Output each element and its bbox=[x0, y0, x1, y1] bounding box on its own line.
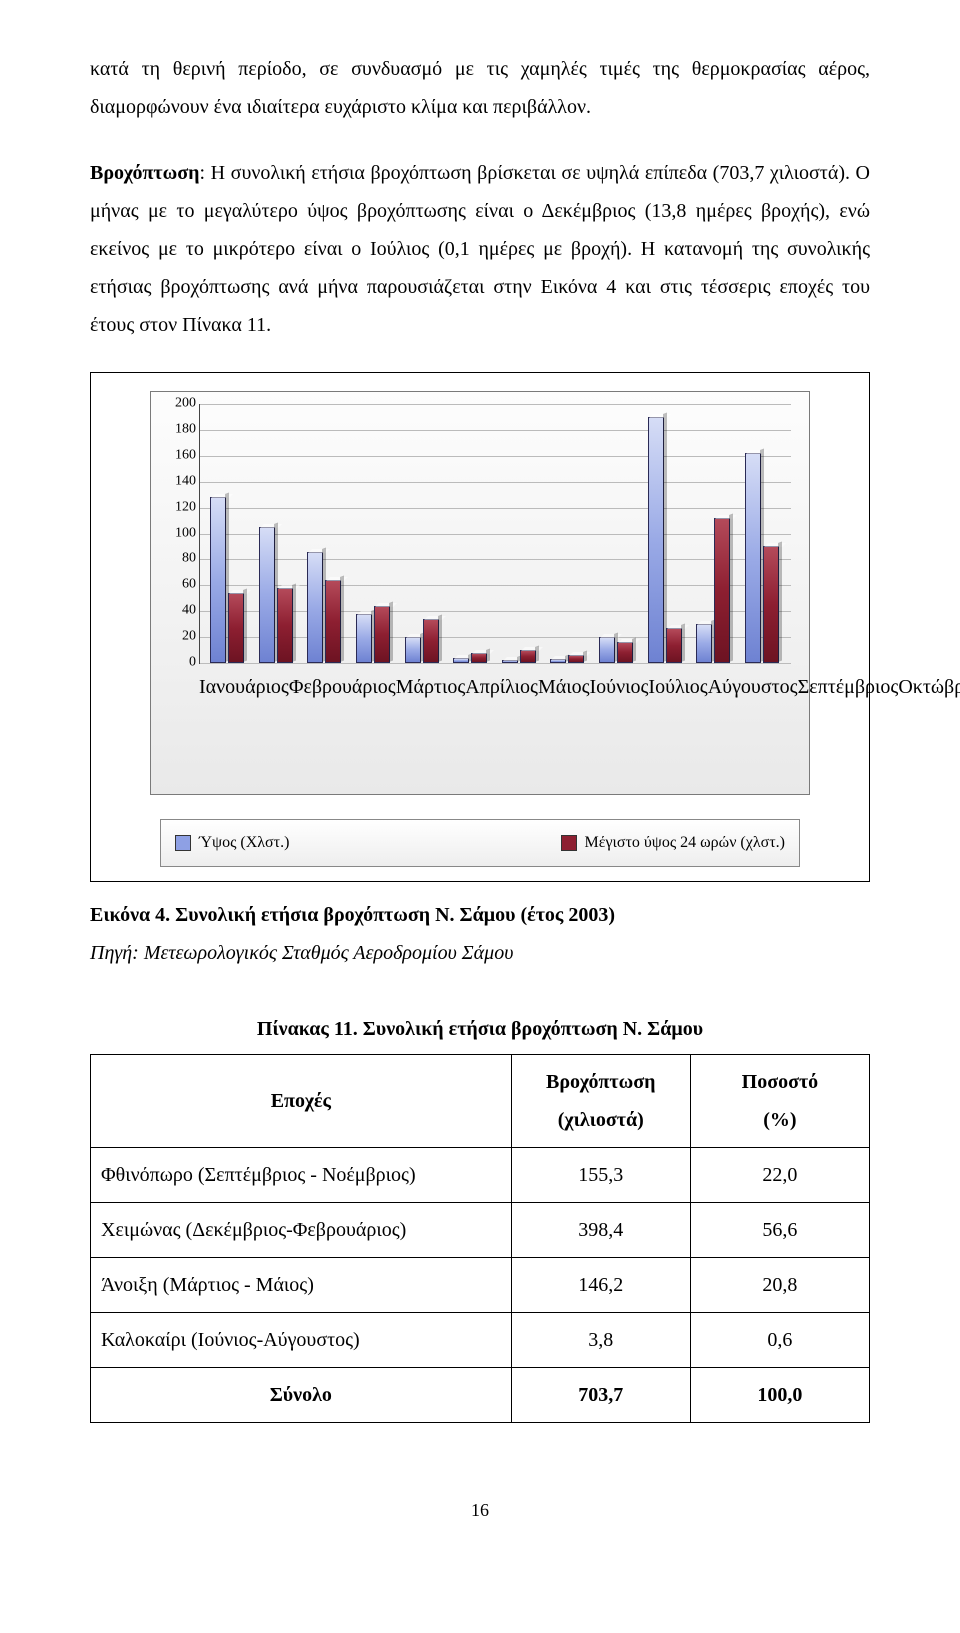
legend-label-a: Ύψος (Χλστ.) bbox=[199, 828, 289, 858]
ytick: 20 bbox=[156, 624, 196, 651]
chart-frame: 020406080100120140160180200 ΙανουάριοςΦε… bbox=[90, 372, 870, 882]
cell-pct: 0,6 bbox=[690, 1313, 869, 1368]
ytick: 80 bbox=[156, 546, 196, 573]
legend-swatch-b bbox=[561, 835, 577, 851]
bar-series-a bbox=[550, 659, 566, 663]
paragraph-rainfall: Βροχόπτωση: Η συνολική ετήσια βροχόπτωση… bbox=[90, 154, 870, 344]
th-rain-line2: (χιλιοστά) bbox=[522, 1101, 680, 1139]
th-rain: Βροχόπτωση (χιλιοστά) bbox=[511, 1055, 690, 1148]
table-row: Άνοιξη (Μάρτιος - Μάιος)146,220,8 bbox=[91, 1258, 870, 1313]
x-axis-label: Μάιος bbox=[538, 676, 590, 698]
bar-series-b bbox=[374, 606, 390, 663]
table-row: Φθινόπωρο (Σεπτέμβριος - Νοέμβριος)155,3… bbox=[91, 1148, 870, 1203]
figure-caption: Εικόνα 4. Συνολική ετήσια βροχόπτωση Ν. … bbox=[90, 896, 870, 972]
cell-pct: 22,0 bbox=[690, 1148, 869, 1203]
paragraph-rainfall-body: : Η συνολική ετήσια βροχόπτωση βρίσκεται… bbox=[90, 162, 870, 336]
table-head-row: Εποχές Βροχόπτωση (χιλιοστά) Ποσοστό (%) bbox=[91, 1055, 870, 1148]
cell-label: Άνοιξη (Μάρτιος - Μάιος) bbox=[91, 1258, 512, 1313]
paragraph-intro: κατά τη θερινή περίοδο, σε συνδυασμό με … bbox=[90, 50, 870, 126]
bar-series-a bbox=[502, 660, 518, 663]
term-bold: Βροχόπτωση bbox=[90, 162, 200, 184]
figure-caption-source: Πηγή: Μετεωρολογικός Σταθμός Αεροδρομίου… bbox=[90, 934, 870, 972]
x-axis-label: Σεπτέμβριος bbox=[798, 676, 899, 698]
cell-pct: 56,6 bbox=[690, 1203, 869, 1258]
ytick: 40 bbox=[156, 598, 196, 625]
th-pct-line2: (%) bbox=[701, 1101, 859, 1139]
cell-label: Καλοκαίρι (Ιούνιος-Αύγουστος) bbox=[91, 1313, 512, 1368]
bar-series-a bbox=[745, 453, 761, 663]
bar-series-b bbox=[325, 580, 341, 663]
cell-label: Χειμώνας (Δεκέμβριος-Φεβρουάριος) bbox=[91, 1203, 512, 1258]
bar-series-a bbox=[696, 624, 712, 663]
ytick: 180 bbox=[156, 417, 196, 444]
legend-swatch-a bbox=[175, 835, 191, 851]
cell-rain: 3,8 bbox=[511, 1313, 690, 1368]
bar-series-b bbox=[763, 546, 779, 663]
th-pct: Ποσοστό (%) bbox=[690, 1055, 869, 1148]
bar-series-a bbox=[259, 527, 275, 663]
x-axis-label: Ιανουάριος bbox=[199, 676, 289, 698]
x-axis-label: Αύγουστος bbox=[708, 676, 798, 698]
legend-item-a: Ύψος (Χλστ.) bbox=[175, 828, 289, 858]
bar-series-a bbox=[356, 614, 372, 663]
x-axis-label: Ιούλιος bbox=[648, 676, 707, 698]
x-axis-label: Ιούνιος bbox=[590, 676, 649, 698]
bar-series-a bbox=[599, 637, 615, 663]
x-axis-label: Φεβρουάριος bbox=[289, 676, 396, 698]
th-pct-line1: Ποσοστό bbox=[701, 1063, 859, 1101]
cell-label: Φθινόπωρο (Σεπτέμβριος - Νοέμβριος) bbox=[91, 1148, 512, 1203]
ytick: 200 bbox=[156, 391, 196, 418]
bar-series-b bbox=[471, 653, 487, 663]
bar-series-b bbox=[714, 518, 730, 663]
bar-series-b bbox=[277, 588, 293, 663]
ytick: 100 bbox=[156, 520, 196, 547]
x-axis-labels: ΙανουάριοςΦεβρουάριοςΜάρτιοςΑπρίλιοςΜάιο… bbox=[199, 668, 791, 786]
x-axis-label: Οκτώβριος bbox=[898, 676, 960, 698]
bar-series-b bbox=[617, 642, 633, 663]
table-row: Καλοκαίρι (Ιούνιος-Αύγουστος)3,80,6 bbox=[91, 1313, 870, 1368]
table-body: Φθινόπωρο (Σεπτέμβριος - Νοέμβριος)155,3… bbox=[91, 1148, 870, 1423]
chart-legend: Ύψος (Χλστ.) Μέγιστο ύψος 24 ωρών (χλστ.… bbox=[160, 819, 800, 867]
bar-series-b bbox=[423, 619, 439, 663]
bar-series-a bbox=[453, 658, 469, 663]
bar-series-b bbox=[520, 650, 536, 663]
th-epoch: Εποχές bbox=[91, 1055, 512, 1148]
bar-series-b bbox=[666, 628, 682, 663]
ytick: 0 bbox=[156, 650, 196, 677]
ytick: 60 bbox=[156, 572, 196, 599]
page-number: 16 bbox=[90, 1493, 870, 1527]
rainfall-table: Εποχές Βροχόπτωση (χιλιοστά) Ποσοστό (%)… bbox=[90, 1054, 870, 1423]
cell-total-label: Σύνολο bbox=[91, 1368, 512, 1423]
ytick: 140 bbox=[156, 468, 196, 495]
legend-label-b: Μέγιστο ύψος 24 ωρών (χλστ.) bbox=[585, 828, 786, 858]
table-row: Χειμώνας (Δεκέμβριος-Φεβρουάριος)398,456… bbox=[91, 1203, 870, 1258]
bar-series-a bbox=[648, 417, 664, 663]
bar-series-b bbox=[228, 593, 244, 663]
cell-rain: 398,4 bbox=[511, 1203, 690, 1258]
legend-item-b: Μέγιστο ύψος 24 ωρών (χλστ.) bbox=[561, 828, 786, 858]
bar-series-b bbox=[568, 655, 584, 663]
bar-series-a bbox=[405, 637, 421, 663]
figure-caption-title: Εικόνα 4. Συνολική ετήσια βροχόπτωση Ν. … bbox=[90, 896, 870, 934]
table-title: Πίνακας 11. Συνολική ετήσια βροχόπτωση Ν… bbox=[90, 1010, 870, 1048]
cell-total-rain: 703,7 bbox=[511, 1368, 690, 1423]
x-axis-label: Απρίλιος bbox=[465, 676, 538, 698]
ytick: 160 bbox=[156, 443, 196, 470]
ytick: 120 bbox=[156, 494, 196, 521]
cell-rain: 155,3 bbox=[511, 1148, 690, 1203]
th-rain-line1: Βροχόπτωση bbox=[522, 1063, 680, 1101]
cell-total-pct: 100,0 bbox=[690, 1368, 869, 1423]
bar-chart: 020406080100120140160180200 bbox=[199, 404, 791, 664]
bar-series-a bbox=[307, 552, 323, 663]
table-row-total: Σύνολο703,7100,0 bbox=[91, 1368, 870, 1423]
chart-inner: 020406080100120140160180200 ΙανουάριοςΦε… bbox=[150, 391, 810, 795]
x-axis-label: Μάρτιος bbox=[396, 676, 466, 698]
cell-rain: 146,2 bbox=[511, 1258, 690, 1313]
bar-series-a bbox=[210, 497, 226, 663]
cell-pct: 20,8 bbox=[690, 1258, 869, 1313]
